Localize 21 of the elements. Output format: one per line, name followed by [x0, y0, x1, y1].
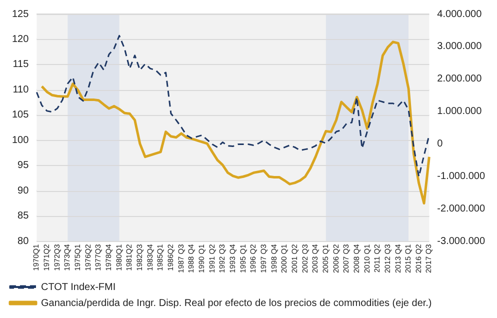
- y-tick-label: 80: [18, 236, 30, 247]
- y2-tick-label: 2.000.000: [437, 74, 482, 85]
- y-tick-label: 110: [12, 84, 30, 96]
- y-tick-label: 105: [12, 110, 30, 121]
- y2-tick-label: -1.000.000: [437, 171, 486, 182]
- y-tick-label: 100: [12, 134, 30, 146]
- y-tick-label: 115: [12, 59, 30, 70]
- y2-tick-label: 3.000.000: [437, 41, 482, 52]
- legend-label: CTOT Index-FMI: [41, 282, 116, 293]
- y2-tick-label: -2.000.000: [437, 204, 486, 215]
- y-tick-label: 125: [12, 8, 30, 20]
- line-series: [36, 34, 430, 178]
- y2-tick-label: 0: [437, 138, 444, 150]
- y2-tick-label: 1.000.000: [437, 106, 482, 118]
- y-tick-label: 95: [18, 160, 30, 172]
- y-tick-label: 120: [12, 34, 30, 45]
- legend-label: Ganancia/perdida de Ingr. Disp. Real por efecto de los precios de commodities (eje der.): [41, 298, 432, 309]
- y2-tick-label: 4.000.000: [437, 8, 482, 20]
- y2-tick-label: -3.000.000: [437, 236, 486, 247]
- y-tick-label: 85: [18, 210, 30, 222]
- y-tick-label: 90: [18, 185, 30, 196]
